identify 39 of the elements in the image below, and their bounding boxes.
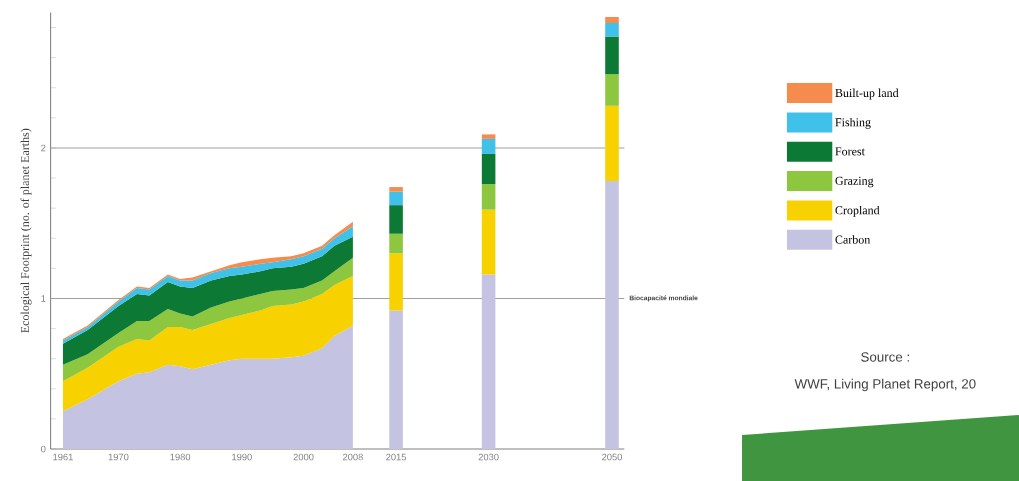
x-tick-label: 1980	[170, 453, 191, 461]
x-tick-label: 1961	[53, 453, 73, 461]
x-tick-label: 2000	[293, 453, 314, 461]
bar	[389, 310, 403, 449]
bar	[481, 209, 496, 275]
x-tick-label: 2015	[386, 453, 407, 461]
text: WWF, Living Planet Report, 20	[794, 378, 976, 392]
bar	[389, 187, 403, 192]
bar	[481, 134, 496, 139]
legend-label: Built-up land	[835, 88, 899, 100]
x-tick-label: 1970	[108, 453, 129, 461]
bar	[481, 184, 496, 210]
legend-label: Grazing	[835, 176, 874, 188]
y-tick-label: 0	[41, 445, 46, 453]
legend-label: Cropland	[835, 205, 880, 217]
bar	[389, 191, 403, 206]
legend-label: Carbon	[835, 235, 871, 244]
bar	[481, 274, 496, 449]
source-note: Source :	[861, 352, 909, 362]
x-tick-label: 2030	[478, 453, 499, 461]
bar	[605, 74, 619, 106]
bar	[605, 36, 619, 75]
bar	[389, 205, 403, 234]
bar	[389, 233, 403, 254]
bar	[481, 138, 496, 154]
bar	[605, 181, 619, 449]
y-axis-title: Ecological Footprint (no. of planet Earths)	[20, 128, 32, 333]
x-tick-label: 2050	[602, 453, 623, 461]
y-tick-label: 1	[41, 295, 46, 302]
bar	[481, 153, 496, 185]
bar	[605, 23, 619, 37]
legend-label: Forest	[835, 147, 865, 156]
bar	[605, 16, 619, 23]
legend-label: Fishing	[835, 117, 871, 129]
bar	[389, 253, 403, 311]
y-tick-label: 2	[41, 144, 46, 152]
bar	[605, 105, 619, 182]
x-tick-label: 2008	[342, 453, 363, 461]
x-tick-label: 1990	[232, 453, 252, 461]
